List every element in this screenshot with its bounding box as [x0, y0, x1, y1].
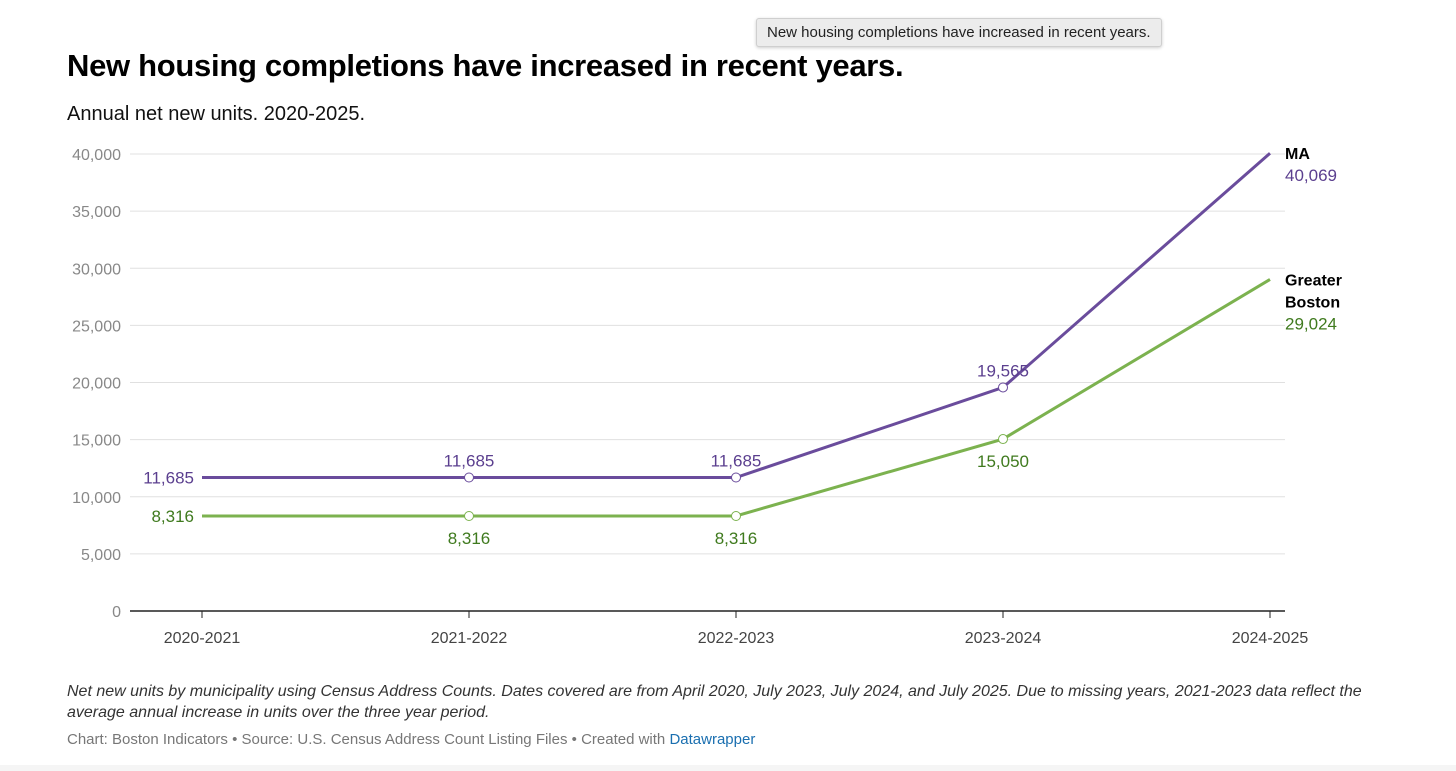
- y-tick-label: 35,000: [72, 204, 121, 221]
- x-tick-label: 2023-2024: [965, 630, 1042, 647]
- chart-subtitle: Annual net new units. 2020-2025.: [67, 103, 365, 125]
- series-end-value: 29,024: [1285, 314, 1337, 333]
- chart-notes: Net new units by municipality using Cens…: [67, 683, 1362, 721]
- data-point: [464, 510, 474, 521]
- data-point: [731, 510, 741, 521]
- series-line-ma: [202, 152, 1271, 479]
- y-tick-label: 20,000: [72, 376, 121, 393]
- x-tick-label: 2020-2021: [164, 630, 241, 647]
- data-label: 11,685: [444, 451, 495, 470]
- data-point: [464, 472, 474, 483]
- data-point: [731, 472, 741, 483]
- series-end-value: 40,069: [1285, 166, 1337, 185]
- line-chart: 0 5,000 10,000 15,000 20,000 25,000 30,000 35,0…: [72, 146, 1342, 647]
- data-label: 8,316: [715, 529, 758, 548]
- x-tick-label: 2022-2023: [698, 630, 775, 647]
- series-name-label: Boston: [1285, 294, 1340, 311]
- x-tick-label: 2021-2022: [431, 630, 508, 647]
- y-tick-label: 25,000: [72, 318, 121, 335]
- data-label: 11,685: [711, 451, 762, 470]
- datawrapper-link[interactable]: Datawrapper: [669, 731, 756, 748]
- data-label: 8,316: [448, 529, 491, 548]
- page-footer-strip: [0, 765, 1456, 771]
- data-label: 19,565: [977, 361, 1029, 380]
- y-tick-label: 5,000: [81, 547, 121, 564]
- chart-credit: Chart: Boston Indicators • Source: U.S. …: [67, 731, 755, 748]
- data-label: 15,050: [977, 452, 1029, 471]
- y-tick-label: 0: [112, 604, 121, 621]
- series-name-label: MA: [1285, 146, 1310, 163]
- data-label: 8,316: [151, 507, 194, 526]
- series-name-label: Greater: [1285, 272, 1342, 289]
- data-label: 11,685: [143, 468, 194, 487]
- credit-text: Chart: Boston Indicators • Source: U.S. …: [67, 731, 670, 748]
- tooltip: New housing completions have increased i…: [756, 18, 1162, 47]
- data-point: [998, 434, 1008, 445]
- chart-title: New housing completions have increased i…: [67, 48, 904, 83]
- y-tick-label: 15,000: [72, 433, 121, 450]
- data-point: [998, 382, 1008, 393]
- y-tick-label: 10,000: [72, 490, 121, 507]
- y-tick-label: 30,000: [72, 261, 121, 278]
- x-tick-label: 2024-2025: [1232, 630, 1309, 647]
- y-tick-label: 40,000: [72, 147, 121, 164]
